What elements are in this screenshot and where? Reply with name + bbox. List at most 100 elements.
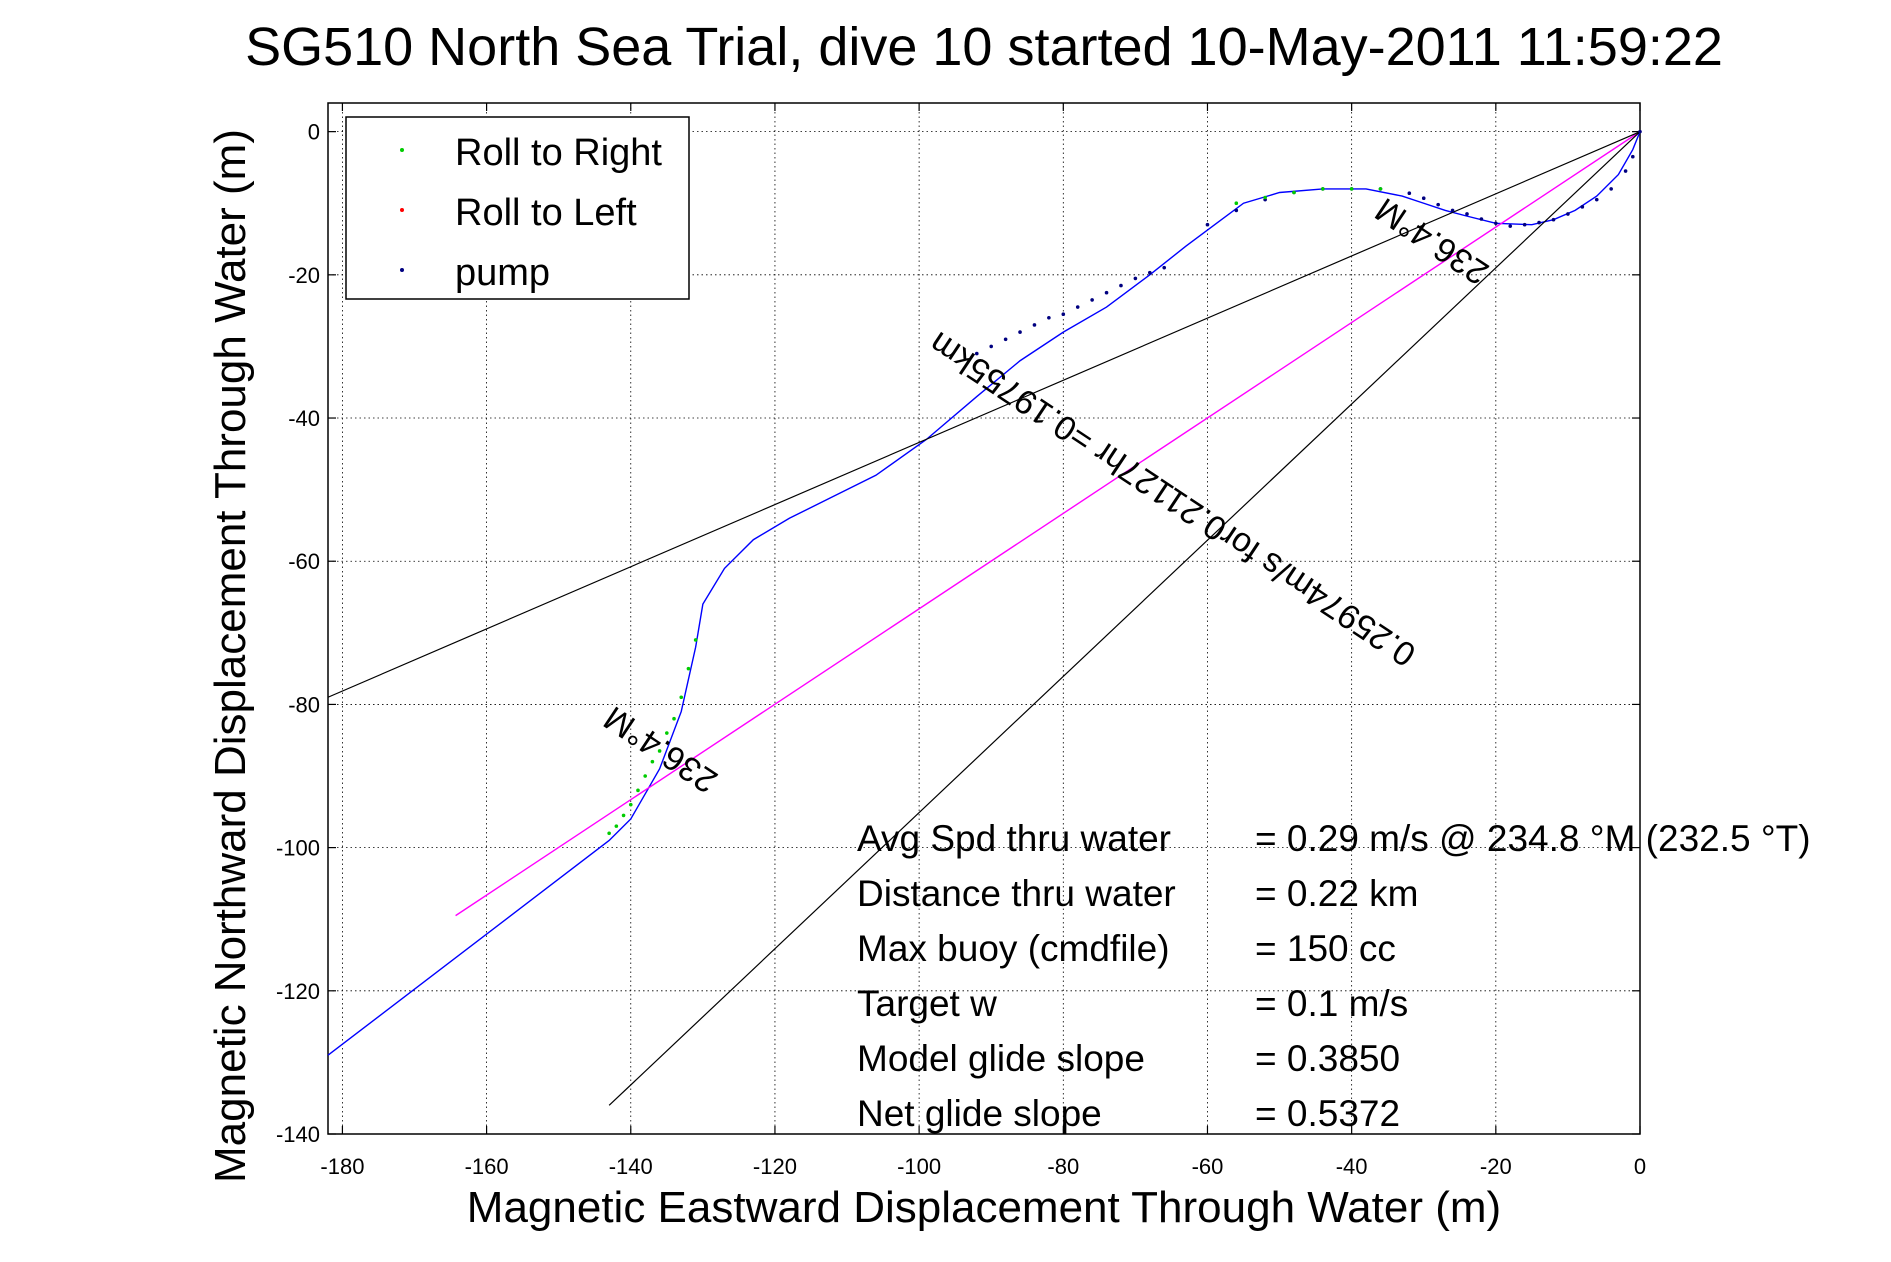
y-tick-label: -120	[276, 979, 320, 1004]
roll_right-point	[679, 695, 684, 700]
course-arrow-line	[327, 131, 1641, 698]
roll_right-point	[1378, 187, 1383, 191]
pump-point	[1032, 323, 1037, 327]
x-tick-label: -60	[1192, 1154, 1224, 1179]
roll_right-point	[1321, 187, 1325, 191]
pump-point	[1638, 129, 1642, 134]
pump-point	[1018, 330, 1022, 334]
stat-value: = 150 cc	[1255, 928, 1396, 969]
y-tick-label: -140	[276, 1122, 320, 1147]
stat-label: Max buoy (cmdfile)	[857, 928, 1170, 969]
roll_right-point	[621, 813, 626, 818]
x-tick-label: -180	[320, 1154, 364, 1179]
data-points	[607, 129, 1642, 836]
pump-point	[1508, 224, 1513, 228]
roll_right-point	[607, 831, 611, 836]
roll_right-point	[1292, 190, 1296, 195]
x-axis-ticks: -180 -160 -140 -120 -100 -80 -60 -40 -20 0	[320, 103, 1646, 1179]
pump-point	[1205, 222, 1210, 227]
pump-point	[1623, 169, 1628, 173]
roll_right-point	[665, 731, 669, 735]
pump-point	[1119, 283, 1123, 288]
stat-label: Model glide slope	[857, 1038, 1145, 1079]
data-lines	[327, 131, 1641, 1106]
pump-point	[1594, 197, 1599, 202]
roll_right-point	[1234, 201, 1239, 206]
pump-point	[1551, 217, 1556, 222]
y-tick-label: -40	[288, 406, 320, 431]
x-tick-label: 0	[1634, 1154, 1646, 1179]
x-tick-label: -100	[897, 1154, 941, 1179]
stat-value: = 0.3850	[1255, 1038, 1400, 1079]
course-arrow-line	[608, 131, 1641, 1106]
pump-point	[1234, 208, 1239, 213]
track-line	[327, 131, 1641, 1056]
stats-block: Avg Spd thru water = 0.29 m/s @ 234.8 °M …	[857, 818, 1811, 1134]
stat-value: = 0.5372	[1255, 1093, 1400, 1134]
pump-point	[1047, 315, 1051, 320]
roll_right-point	[672, 716, 676, 721]
pump-point	[1133, 276, 1138, 281]
x-tick-label: -140	[609, 1154, 653, 1179]
legend-marker	[400, 268, 404, 272]
legend-label: pump	[455, 252, 550, 294]
roll_right-point	[686, 666, 691, 671]
pump-point	[1407, 191, 1412, 196]
y-axis-ticks: 0 -20 -40 -60 -80 -100 -120 -140	[276, 120, 1640, 1147]
pump-point	[1104, 290, 1109, 295]
legend-marker	[400, 148, 404, 152]
y-tick-label: -100	[276, 836, 320, 861]
x-tick-label: -20	[1480, 1154, 1512, 1179]
legend-label: Roll to Left	[455, 192, 637, 234]
pump-point	[1436, 202, 1440, 207]
pump-point	[1421, 196, 1426, 201]
x-axis-label: Magnetic Eastward Displacement Through W…	[467, 1183, 1501, 1232]
pump-point	[989, 344, 994, 349]
pump-point	[1580, 205, 1585, 209]
stat-value: = 0.29 m/s @ 234.8 °M (232.5 °T)	[1255, 818, 1811, 859]
stat-label: Distance thru water	[857, 873, 1176, 914]
pump-point	[1609, 187, 1613, 191]
pump-point	[1450, 208, 1455, 213]
pump-point	[1479, 217, 1484, 221]
stat-value: = 0.1 m/s	[1255, 983, 1408, 1024]
roll_right-point	[657, 749, 662, 753]
pump-point	[1162, 265, 1167, 270]
legend-label: Roll to Right	[455, 132, 662, 174]
pump-point	[1494, 221, 1498, 226]
y-axis-label: Magnetic Northward Displacement Through …	[206, 129, 255, 1183]
y-tick-label: -60	[288, 549, 320, 574]
pump-point	[1003, 337, 1008, 342]
pump-point	[1465, 212, 1469, 216]
roll_right-point	[1263, 195, 1267, 200]
x-tick-label: -40	[1336, 1154, 1368, 1179]
roll_right-point	[614, 824, 619, 828]
pump-point	[1061, 312, 1066, 317]
y-tick-label: -80	[288, 692, 320, 717]
pump-point	[1148, 270, 1152, 275]
roll_right-point	[650, 759, 655, 764]
course-line	[455, 131, 1641, 917]
legend-marker	[400, 208, 404, 212]
stat-label: Net glide slope	[857, 1093, 1102, 1134]
pump-point	[1090, 298, 1094, 302]
roll_right-point	[636, 788, 640, 793]
pump-point	[1522, 222, 1527, 227]
pump-point	[1566, 212, 1570, 216]
x-tick-label: -120	[753, 1154, 797, 1179]
chart-title: SG510 North Sea Trial, dive 10 started 1…	[245, 17, 1723, 77]
stat-label: Target w	[857, 983, 997, 1024]
x-tick-label: -80	[1047, 1154, 1079, 1179]
pump-point	[974, 351, 979, 356]
roll_right-point	[643, 774, 647, 778]
legend: Roll to Right Roll to Left pump	[345, 116, 690, 300]
stat-label: Avg Spd thru water	[857, 818, 1171, 859]
pump-point	[1537, 220, 1541, 225]
stat-value: = 0.22 km	[1255, 873, 1419, 914]
x-tick-label: -160	[465, 1154, 509, 1179]
y-tick-label: 0	[308, 120, 320, 145]
pump-point	[1075, 305, 1080, 309]
roll_right-point	[628, 802, 633, 807]
roll_right-point	[1349, 187, 1354, 191]
